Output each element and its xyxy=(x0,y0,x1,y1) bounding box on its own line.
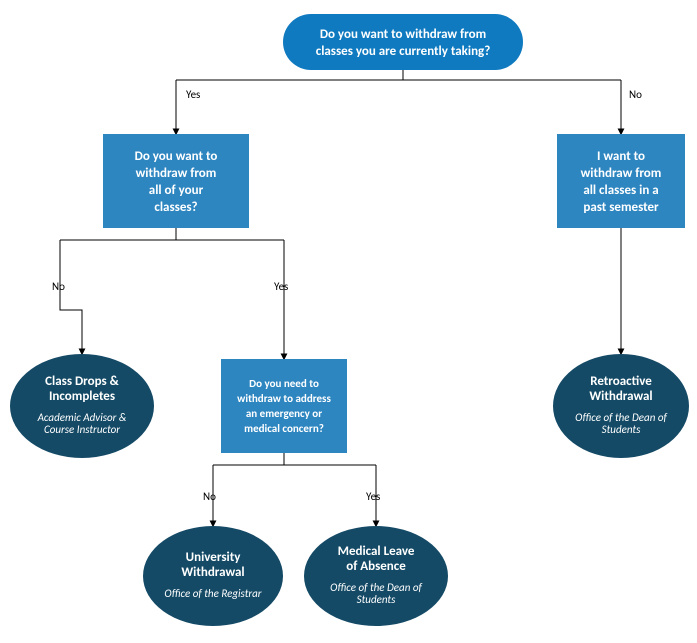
svg-text:of Absence: of Absence xyxy=(346,559,406,574)
edge-label-medicalQ-yes: Yes xyxy=(366,490,380,503)
node-allClasses: Do you want to withdraw from all of your cl… xyxy=(103,134,249,228)
edge-label-root-yes: Yes xyxy=(186,88,200,101)
node-retro: RetroactiveWithdrawalOffice of the Dean … xyxy=(553,354,689,458)
edge-allClasses-no xyxy=(60,240,82,354)
svg-text:classes you are currently taki: classes you are currently taking? xyxy=(316,44,491,59)
node-root: Do you want to withdraw from classes you … xyxy=(283,14,523,70)
svg-text:an emergency or: an emergency or xyxy=(246,407,322,420)
svg-text:Do you need to: Do you need to xyxy=(249,377,319,390)
svg-text:medical concern?: medical concern? xyxy=(244,422,324,435)
svg-text:all classes in a: all classes in a xyxy=(583,183,658,198)
svg-text:withdraw from: withdraw from xyxy=(581,166,662,181)
svg-text:Incompletes: Incompletes xyxy=(49,389,115,404)
svg-text:I want to: I want to xyxy=(597,149,645,164)
svg-text:classes?: classes? xyxy=(154,200,197,215)
svg-text:Do you want to: Do you want to xyxy=(135,149,218,164)
svg-text:Do you want to withdraw from: Do you want to withdraw from xyxy=(320,27,486,42)
svg-text:University: University xyxy=(186,550,242,565)
svg-text:all of your: all of your xyxy=(149,183,204,198)
node-classDrops: Class Drops &IncompletesAcademic Advisor… xyxy=(10,354,154,458)
svg-text:Withdrawal: Withdrawal xyxy=(181,565,244,580)
node-medLeave: Medical Leaveof AbsenceOffice of the Dea… xyxy=(304,526,448,626)
svg-text:Retroactive: Retroactive xyxy=(590,374,652,389)
nodes-layer: Do you want to withdraw from classes you … xyxy=(10,14,689,626)
node-medicalQ: Do you need to withdraw to address an emer… xyxy=(221,359,347,453)
svg-text:Withdrawal: Withdrawal xyxy=(589,389,652,404)
node-univWithdrawal: UniversityWithdrawal Office of the Regist… xyxy=(143,526,283,626)
svg-text:withdraw from: withdraw from xyxy=(136,166,217,181)
svg-text:withdraw to address: withdraw to address xyxy=(237,392,331,405)
edge-label-medicalQ-no: No xyxy=(203,490,216,503)
svg-text:past semester: past semester xyxy=(583,200,659,215)
svg-text:Office of the Registrar: Office of the Registrar xyxy=(164,587,261,600)
svg-text:Students: Students xyxy=(602,423,641,436)
svg-text:Class Drops &: Class Drops & xyxy=(45,374,119,389)
svg-text:Course Instructor: Course Instructor xyxy=(44,423,120,436)
edge-label-root-no: No xyxy=(629,88,642,101)
edge-label-allClasses-yes: Yes xyxy=(274,280,288,293)
svg-text:Medical Leave: Medical Leave xyxy=(338,544,415,559)
edge-label-allClasses-no: No xyxy=(52,280,65,293)
node-pastSemester: I want to withdraw from all classes in a pa… xyxy=(557,134,685,228)
svg-text:Students: Students xyxy=(357,593,396,606)
